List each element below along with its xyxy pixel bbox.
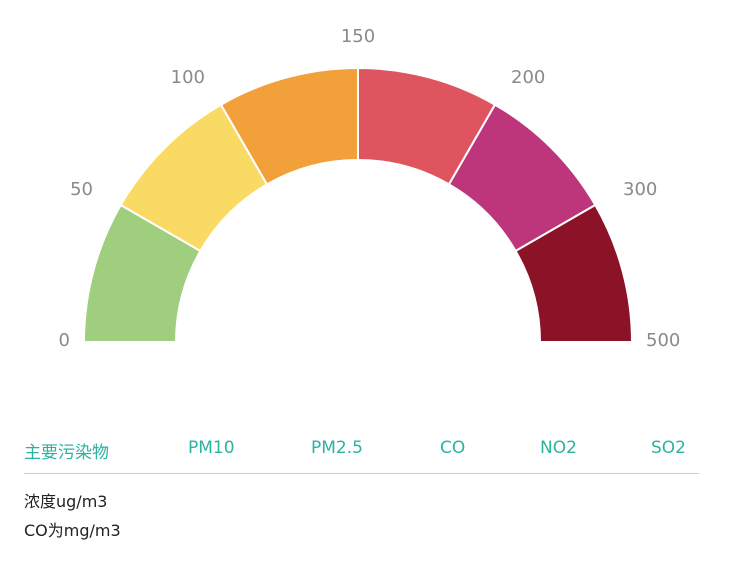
gauge-tick-50: 50: [70, 179, 93, 200]
aqi-gauge: 0 50 100 150 200 300 500: [59, 26, 681, 351]
gauge-tick-500: 500: [646, 330, 680, 351]
pollutant-pm25: PM2.5: [311, 438, 363, 458]
gauge-segment-300-500: [514, 203, 634, 343]
unit-note-co: CO为mg/m3: [24, 521, 121, 540]
gauge-tick-300: 300: [623, 179, 657, 200]
pollutant-so2: SO2: [651, 438, 686, 458]
pollutant-co: CO: [440, 438, 466, 458]
pollutant-pm10: PM10: [188, 438, 235, 458]
gauge-tick-labels: 0 50 100 150 200 300 500: [59, 26, 681, 351]
gauge-segments: [82, 66, 634, 343]
pollutant-header-label: 主要污染物: [24, 443, 109, 463]
pollutant-no2: NO2: [540, 438, 577, 458]
unit-note-concentration: 浓度ug/m3: [24, 492, 108, 511]
gauge-tick-200: 200: [511, 67, 545, 88]
gauge-tick-100: 100: [171, 67, 205, 88]
row-divider: [24, 473, 699, 474]
gauge-tick-0: 0: [59, 330, 70, 351]
gauge-tick-150: 150: [341, 26, 375, 47]
pollutant-header-row: 主要污染物 PM10 PM2.5 CO NO2 SO2: [24, 438, 700, 464]
